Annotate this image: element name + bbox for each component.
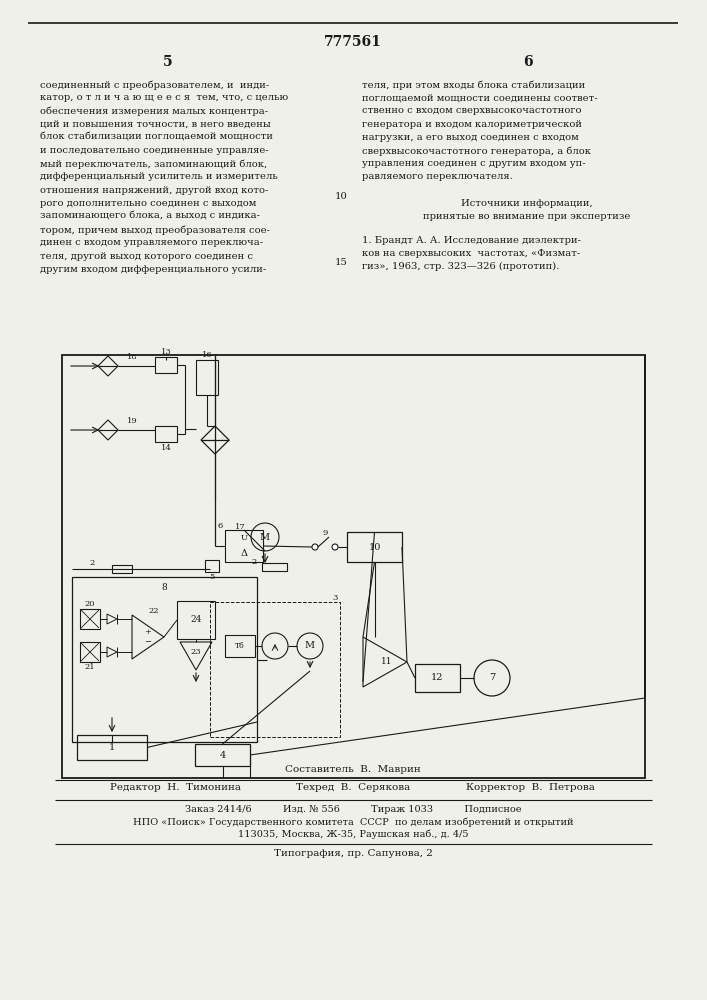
Text: НПО «Поиск» Государственного комитета  СССР  по делам изобретений и открытий: НПО «Поиск» Государственного комитета СС… (133, 817, 573, 827)
Text: ков на сверхвысоких  частотах, «Физмат-: ков на сверхвысоких частотах, «Физмат- (362, 249, 580, 258)
Bar (155, 426, 177, 442)
Text: 8: 8 (162, 582, 168, 591)
Text: M: M (260, 532, 270, 542)
Bar (195, 744, 250, 766)
Text: соединенный с преобразователем, и  инди-: соединенный с преобразователем, и инди- (40, 80, 269, 90)
Bar (112, 565, 132, 573)
Text: 14: 14 (160, 444, 171, 452)
Text: блок стабилизации поглощаемой мощности: блок стабилизации поглощаемой мощности (40, 133, 273, 142)
Text: катор, о т л и ч а ю щ е е с я  тем, что, с целью: катор, о т л и ч а ю щ е е с я тем, что,… (40, 93, 288, 102)
Text: 6: 6 (523, 55, 533, 69)
Text: динен с входом управляемого переключа-: динен с входом управляемого переключа- (40, 238, 263, 247)
Text: отношения напряжений, другой вход кото-: отношения напряжений, другой вход кото- (40, 186, 269, 195)
Bar (210, 602, 340, 737)
Text: 18: 18 (127, 353, 137, 361)
Bar (262, 563, 287, 571)
Circle shape (312, 544, 318, 550)
Text: 9: 9 (322, 529, 327, 537)
Bar (80, 609, 100, 629)
Text: 4: 4 (219, 750, 226, 760)
Text: 113035, Москва, Ж-35, Раушская наб., д. 4/5: 113035, Москва, Ж-35, Раушская наб., д. … (238, 829, 468, 839)
Text: 11: 11 (381, 658, 393, 666)
Text: дифференциальный усилитель и измеритель: дифференциальный усилитель и измеритель (40, 172, 278, 181)
Text: управления соединен с другим входом уп-: управления соединен с другим входом уп- (362, 159, 585, 168)
Text: Δ: Δ (240, 550, 247, 558)
Bar (72, 577, 257, 742)
Text: 19: 19 (127, 417, 137, 425)
Text: 1. Брандт А. А. Исследование диэлектри-: 1. Брандт А. А. Исследование диэлектри- (362, 236, 581, 245)
Text: 17: 17 (235, 523, 245, 531)
Text: 16: 16 (201, 351, 212, 359)
Bar (62, 355, 645, 778)
Text: 21: 21 (85, 663, 95, 671)
Text: 10: 10 (368, 542, 380, 552)
Text: обеспечения измерения малых концентра-: обеспечения измерения малых концентра- (40, 106, 268, 116)
Bar (225, 530, 263, 562)
Text: теля, другой выход которого соединен с: теля, другой выход которого соединен с (40, 252, 253, 261)
Text: 20: 20 (85, 600, 95, 608)
Text: генератора и входом калориметрической: генератора и входом калориметрической (362, 120, 582, 129)
Text: U: U (240, 534, 247, 542)
Bar (415, 664, 460, 692)
Text: тором, причем выход преобразователя сое-: тором, причем выход преобразователя сое- (40, 225, 270, 235)
Text: 1: 1 (109, 743, 115, 752)
Text: 13: 13 (160, 348, 171, 356)
Text: Источники информации,: Источники информации, (461, 199, 593, 208)
Text: принятые во внимание при экспертизе: принятые во внимание при экспертизе (423, 212, 631, 221)
Text: нагрузки, а его выход соединен с входом: нагрузки, а его выход соединен с входом (362, 133, 579, 142)
Text: ственно с входом сверхвысокочастотного: ственно с входом сверхвысокочастотного (362, 106, 581, 115)
Text: мый переключатель, запоминающий блок,: мый переключатель, запоминающий блок, (40, 159, 267, 169)
Text: 7: 7 (489, 674, 495, 682)
Text: Тб: Тб (235, 642, 245, 650)
Text: 3: 3 (332, 594, 338, 602)
Text: Заказ 2414/6          Изд. № 556          Тираж 1033          Подписное: Заказ 2414/6 Изд. № 556 Тираж 1033 Подпи… (185, 806, 521, 814)
Text: 24: 24 (190, 615, 201, 624)
Text: рого дополнительно соединен с выходом: рого дополнительно соединен с выходом (40, 199, 257, 208)
Bar (225, 635, 255, 657)
Bar (347, 532, 402, 562)
Text: −: − (144, 638, 151, 646)
Text: 6: 6 (217, 522, 223, 530)
Text: Техред  В.  Серякова: Техред В. Серякова (296, 782, 410, 792)
Text: M: M (305, 642, 315, 650)
Text: запоминающего блока, а выход с индика-: запоминающего блока, а выход с индика- (40, 212, 260, 221)
Text: ций и повышения точности, в него введены: ций и повышения точности, в него введены (40, 120, 271, 129)
Bar (155, 357, 177, 373)
Text: +: + (144, 628, 151, 636)
Text: равляемого переключателя.: равляемого переключателя. (362, 172, 513, 181)
Text: 2: 2 (89, 559, 95, 567)
Text: 2: 2 (252, 558, 257, 566)
Bar (196, 360, 218, 395)
Bar (177, 601, 215, 639)
Text: 23: 23 (191, 648, 201, 656)
Text: сверхвысокочастотного генератора, а блок: сверхвысокочастотного генератора, а блок (362, 146, 591, 155)
Text: Корректор  В.  Петрова: Корректор В. Петрова (466, 782, 595, 792)
Text: гиз», 1963, стр. 323—326 (прототип).: гиз», 1963, стр. 323—326 (прототип). (362, 262, 559, 271)
Circle shape (332, 544, 338, 550)
Text: 15: 15 (335, 258, 348, 267)
Bar (80, 642, 100, 662)
Text: 22: 22 (148, 607, 159, 615)
Bar (77, 735, 147, 760)
Text: Редактор  Н.  Тимонина: Редактор Н. Тимонина (110, 782, 241, 792)
Text: 10: 10 (335, 192, 348, 201)
Text: поглощаемой мощности соединены соответ-: поглощаемой мощности соединены соответ- (362, 93, 597, 102)
Text: 777561: 777561 (324, 35, 382, 49)
Text: 5: 5 (209, 573, 215, 581)
Text: Составитель  В.  Маврин: Составитель В. Маврин (285, 766, 421, 774)
Text: теля, при этом входы блока стабилизации: теля, при этом входы блока стабилизации (362, 80, 585, 90)
Text: и последовательно соединенные управляе-: и последовательно соединенные управляе- (40, 146, 269, 155)
Bar (205, 560, 219, 572)
Text: другим входом дифференциального усили-: другим входом дифференциального усили- (40, 265, 267, 274)
Text: 5: 5 (163, 55, 173, 69)
Text: Типография, пр. Сапунова, 2: Типография, пр. Сапунова, 2 (274, 850, 433, 858)
Text: 12: 12 (431, 674, 444, 682)
